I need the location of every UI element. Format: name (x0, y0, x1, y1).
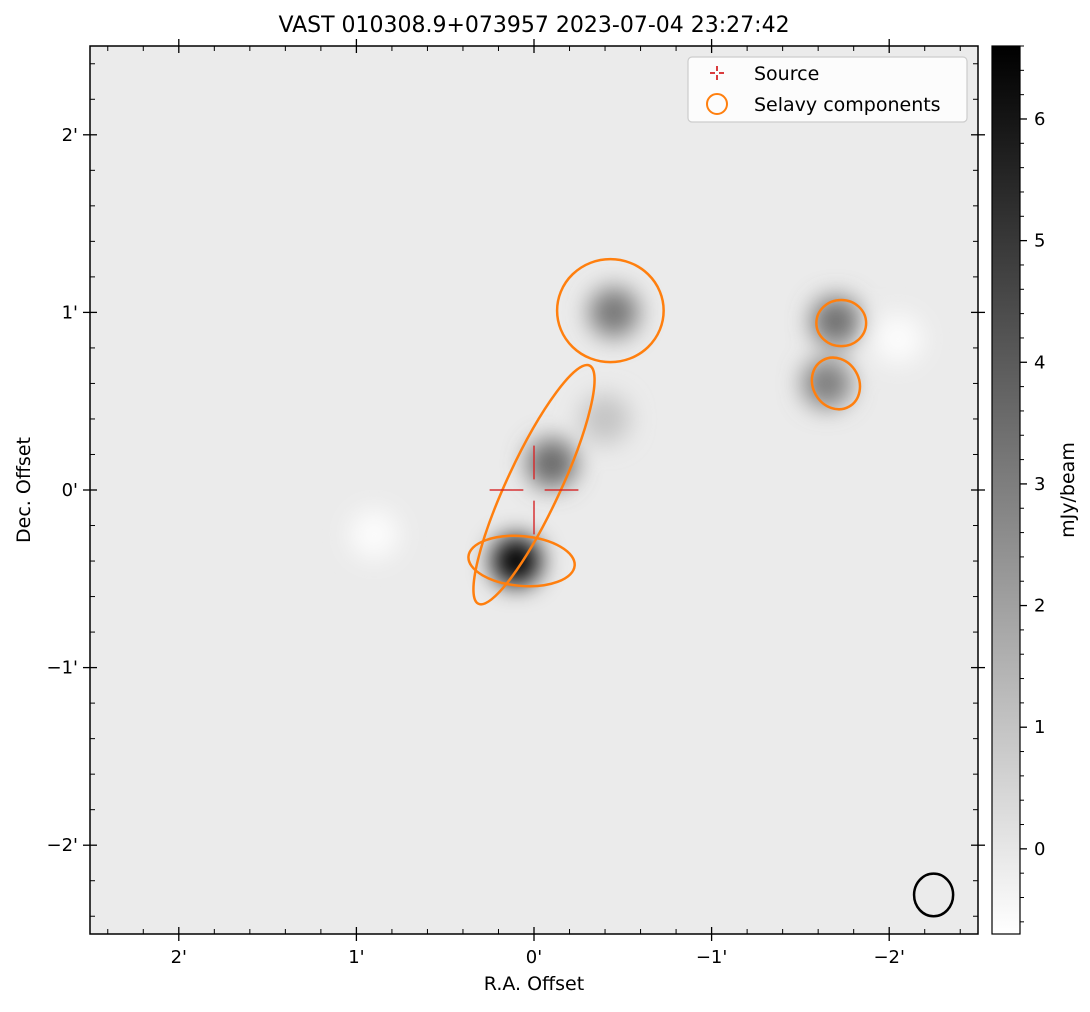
y-tick-label: −2' (47, 835, 78, 856)
x-axis-label: R.A. Offset (484, 973, 584, 995)
x-tick-label: 2' (171, 947, 187, 968)
colorbar-tick-label: 2 (1034, 596, 1045, 617)
x-tick-label: 1' (348, 947, 364, 968)
colorbar-tick-label: 1 (1034, 717, 1045, 738)
y-tick-label: 2' (62, 125, 78, 146)
emission-blob (873, 314, 923, 364)
y-tick-label: −1' (47, 658, 78, 679)
selavy-component-ellipse (472, 363, 596, 606)
legend-label-selavy: Selavy components (754, 94, 941, 116)
legend: Source Selavy components (687, 56, 968, 123)
colorbar-tick-label: 6 (1034, 109, 1045, 130)
selavy-components (467, 257, 868, 606)
emission-blob (589, 287, 639, 338)
image-plot-area (90, 46, 978, 934)
colorbar-tick-label: 3 (1034, 474, 1045, 495)
emission-blob (811, 296, 861, 347)
legend-selavy-marker (706, 93, 728, 115)
emission-blob (349, 509, 400, 560)
source-marker (489, 445, 579, 535)
colorbar: 0 1 2 3 4 5 6 mJy/beam (991, 45, 1079, 935)
emission-blob (491, 536, 542, 586)
x-tick-label: −1' (696, 947, 727, 968)
y-tick-label: 1' (62, 302, 78, 323)
colorbar-tick-label: 5 (1034, 231, 1045, 252)
axis-ticks (83, 39, 985, 941)
colorbar-label: mJy/beam (1057, 442, 1079, 538)
legend-box (687, 56, 968, 123)
y-axis-label: Dec. Offset (13, 437, 35, 543)
image-background (90, 46, 978, 934)
x-tick-label: −2' (873, 947, 904, 968)
emission-blobs (349, 287, 923, 586)
x-tick-labels: 2' 1' 0' −1' −2' (171, 947, 905, 968)
y-tick-label: 0' (62, 480, 78, 501)
legend-label-source: Source (754, 63, 819, 85)
selavy-component-ellipse (810, 356, 862, 411)
selavy-component-ellipse (815, 298, 868, 348)
colorbar-tick-label: 0 (1034, 839, 1045, 860)
beam-shape (912, 872, 955, 918)
selavy-component-ellipse (555, 257, 665, 364)
legend-source-marker (710, 66, 724, 80)
emission-blob (526, 438, 577, 489)
selavy-component-ellipse (467, 534, 576, 588)
emission-blob (580, 394, 630, 444)
x-tick-label: 0' (526, 947, 542, 968)
colorbar-ticks: 0 1 2 3 4 5 6 (1020, 45, 1045, 923)
colorbar-tick-label: 4 (1034, 352, 1045, 373)
y-tick-labels: 2' 1' 0' −1' −2' (47, 125, 78, 856)
colorbar-gradient (991, 45, 1021, 935)
chart-title: VAST 010308.9+073957 2023-07-04 23:27:42 (278, 13, 789, 38)
beam-ellipse (912, 872, 955, 918)
emission-blob (802, 358, 852, 409)
